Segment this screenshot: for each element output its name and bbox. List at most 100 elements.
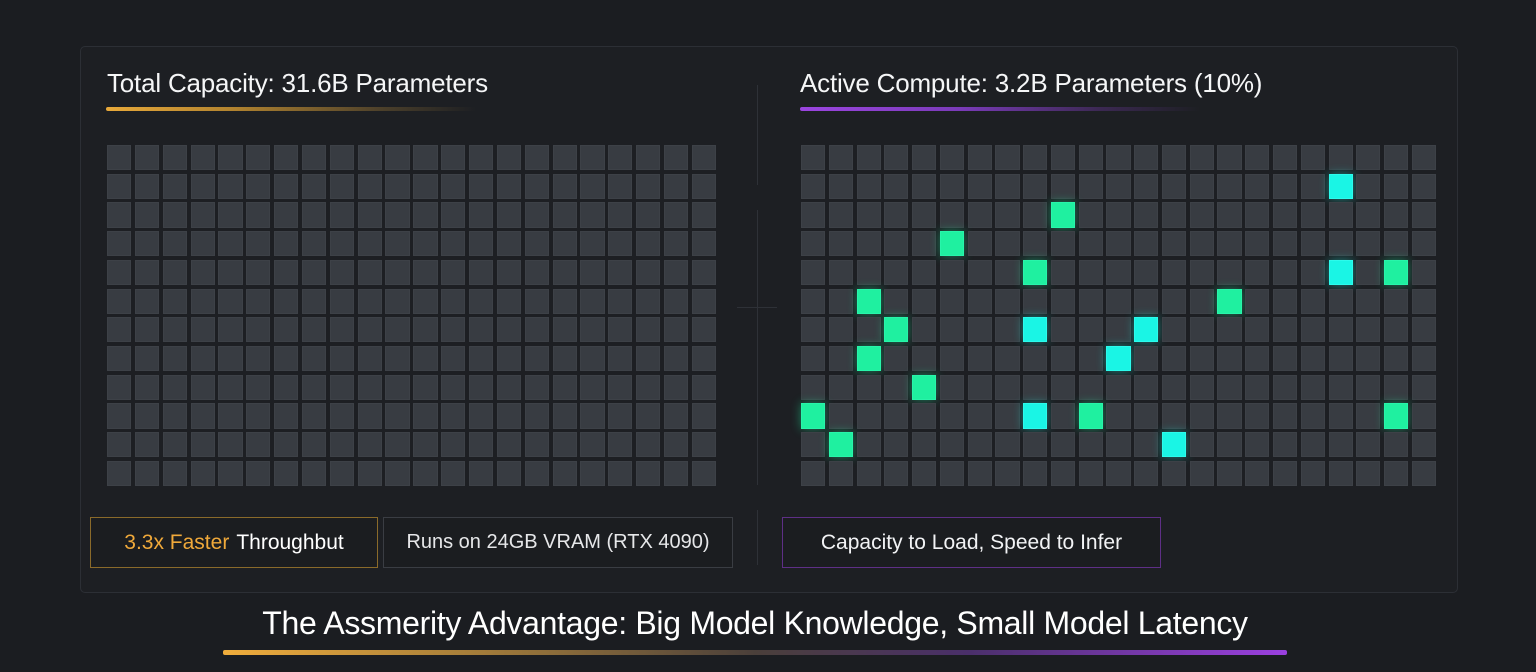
parameter-cell	[1134, 231, 1159, 257]
parameter-cell	[134, 231, 160, 257]
parameter-cell	[1273, 460, 1298, 486]
parameter-cell	[274, 317, 299, 343]
parameter-cell	[1050, 288, 1076, 314]
parameter-cell	[190, 346, 215, 372]
parameter-cell	[995, 374, 1020, 400]
parameter-cell	[468, 173, 494, 199]
parameter-cell	[939, 145, 964, 171]
parameter-cell	[1078, 346, 1103, 372]
parameter-cell	[552, 346, 577, 372]
parameter-cell	[246, 288, 271, 314]
parameter-cell	[1078, 288, 1103, 314]
parameter-cell	[1106, 202, 1131, 228]
parameter-cell	[1161, 460, 1187, 486]
parameter-cell	[1161, 346, 1187, 372]
parameter-cell	[636, 259, 661, 285]
parameter-cell	[967, 346, 992, 372]
divider-middle	[757, 210, 758, 485]
parameter-cell	[357, 259, 382, 285]
parameter-cell	[107, 460, 132, 486]
parameter-cell	[357, 231, 382, 257]
parameter-cell	[246, 403, 271, 429]
active-parameter-cell	[1384, 259, 1409, 285]
parameter-cell	[1273, 403, 1298, 429]
parameter-cell	[190, 460, 215, 486]
parameter-cell	[608, 145, 633, 171]
parameter-cell	[856, 231, 881, 257]
parameter-cell	[1384, 173, 1409, 199]
parameter-cell	[608, 346, 633, 372]
parameter-cell	[441, 403, 466, 429]
parameter-cell	[1356, 403, 1381, 429]
parameter-cell	[496, 145, 522, 171]
parameter-cell	[1106, 145, 1131, 171]
parameter-cell	[162, 145, 187, 171]
parameter-cell	[134, 403, 160, 429]
parameter-cell	[218, 432, 243, 458]
parameter-cell	[552, 288, 577, 314]
parameter-cell	[1411, 432, 1436, 458]
parameter-cell	[939, 374, 964, 400]
parameter-cell	[1356, 317, 1381, 343]
parameter-cell	[884, 231, 909, 257]
parameter-cell	[162, 173, 187, 199]
parameter-cell	[663, 259, 689, 285]
parameter-cell	[663, 432, 689, 458]
parameter-cell	[190, 145, 215, 171]
parameter-cell	[884, 145, 909, 171]
parameter-cell	[1328, 374, 1353, 400]
parameter-cell	[801, 202, 826, 228]
parameter-cell	[884, 259, 909, 285]
parameter-cell	[162, 317, 187, 343]
parameter-cell	[1189, 374, 1214, 400]
parameter-cell	[691, 145, 716, 171]
parameter-cell	[636, 346, 661, 372]
parameter-cell	[1217, 374, 1242, 400]
parameter-cell	[357, 403, 382, 429]
parameter-cell	[856, 432, 881, 458]
parameter-cell	[1384, 145, 1409, 171]
parameter-cell	[1245, 145, 1270, 171]
parameter-cell	[691, 231, 716, 257]
parameter-cell	[1328, 288, 1353, 314]
parameter-cell	[1217, 432, 1242, 458]
parameter-cell	[1106, 317, 1131, 343]
parameter-cell	[856, 173, 881, 199]
parameter-cell	[967, 374, 992, 400]
parameter-cell	[301, 145, 327, 171]
parameter-cell	[496, 317, 522, 343]
parameter-cell	[385, 432, 410, 458]
parameter-cell	[357, 432, 382, 458]
parameter-cell	[218, 317, 243, 343]
parameter-cell	[218, 145, 243, 171]
parameter-cell	[580, 460, 605, 486]
parameter-cell	[524, 403, 549, 429]
parameter-cell	[580, 432, 605, 458]
parameter-cell	[413, 317, 438, 343]
throughput-badge: 3.3x Faster Throughbut	[90, 517, 378, 568]
parameter-cell	[1217, 259, 1242, 285]
parameter-cell	[385, 145, 410, 171]
parameter-cell	[801, 259, 826, 285]
parameter-cell	[1217, 460, 1242, 486]
parameter-cell	[1161, 259, 1187, 285]
parameter-cell	[1189, 231, 1214, 257]
parameter-cell	[1300, 288, 1325, 314]
parameter-cell	[1134, 259, 1159, 285]
parameter-cell	[468, 460, 494, 486]
parameter-cell	[884, 202, 909, 228]
parameter-cell	[1384, 432, 1409, 458]
parameter-cell	[1245, 432, 1270, 458]
parameter-cell	[1217, 403, 1242, 429]
parameter-cell	[636, 202, 661, 228]
parameter-cell	[995, 460, 1020, 486]
active-compute-title: Active Compute: 3.2B Parameters (10%)	[800, 68, 1263, 98]
parameter-cell	[274, 231, 299, 257]
parameter-cell	[995, 403, 1020, 429]
parameter-cell	[468, 145, 494, 171]
parameter-cell	[274, 460, 299, 486]
parameter-cell	[856, 259, 881, 285]
parameter-cell	[1134, 460, 1159, 486]
parameter-cell	[1050, 460, 1076, 486]
total-capacity-underline	[106, 107, 476, 111]
